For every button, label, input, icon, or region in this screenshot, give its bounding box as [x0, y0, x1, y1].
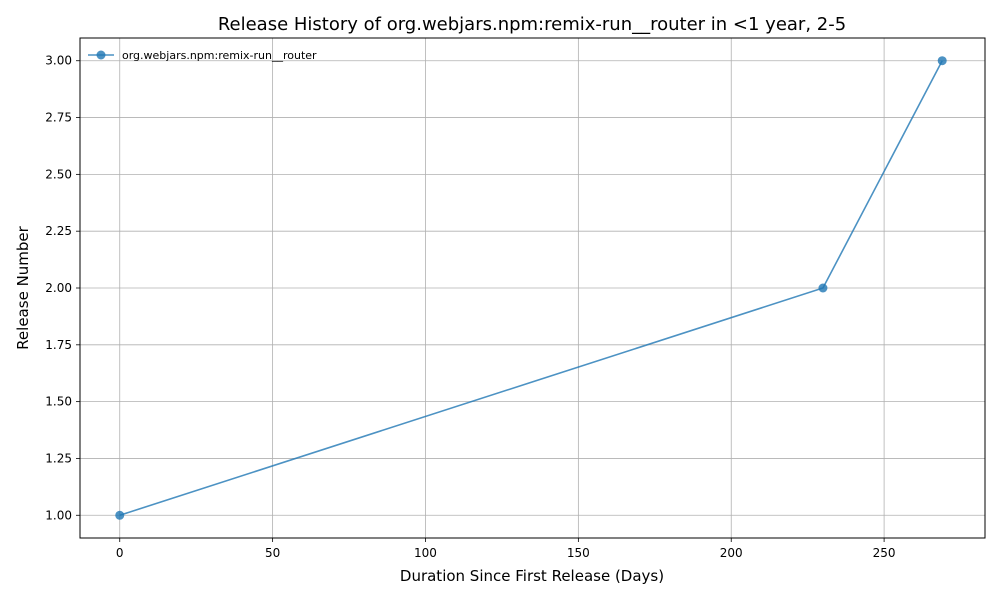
plot-frame [79, 37, 986, 539]
chart-title: Release History of org.webjars.npm:remix… [218, 14, 846, 35]
y-tick-label: 1.50 [45, 395, 72, 409]
y-axis-label: Release Number [14, 225, 32, 349]
data-point [818, 283, 828, 293]
y-tick-label: 2.25 [45, 224, 72, 238]
y-tick-label: 1.25 [45, 451, 72, 465]
legend-marker [96, 50, 106, 60]
y-tick-label: 2.75 [45, 111, 72, 125]
y-tick-label: 1.75 [45, 338, 72, 352]
x-tick-label: 200 [720, 546, 743, 560]
x-tick-label: 250 [873, 546, 896, 560]
data-point [937, 56, 947, 66]
x-tick-label: 0 [116, 546, 124, 560]
series-group [115, 56, 947, 520]
legend-entry: org.webjars.npm:remix-run__router [122, 49, 317, 62]
data-point [115, 510, 125, 520]
x-axis-label: Duration Since First Release (Days) [400, 567, 664, 585]
x-tick-label: 150 [567, 546, 590, 560]
grid [80, 38, 985, 538]
ticks: 0 50 100 150 200 250 1.00 1.25 1.50 1.75 2.00 2.25 2… [45, 54, 895, 560]
x-tick-label: 50 [265, 546, 280, 560]
y-tick-label: 1.00 [45, 508, 72, 522]
y-tick-label: 3.00 [45, 54, 72, 68]
legend: org.webjars.npm:remix-run__router [88, 49, 317, 62]
y-tick-label: 2.50 [45, 167, 72, 181]
x-tick-label: 100 [414, 546, 437, 560]
y-tick-label: 2.00 [45, 281, 72, 295]
